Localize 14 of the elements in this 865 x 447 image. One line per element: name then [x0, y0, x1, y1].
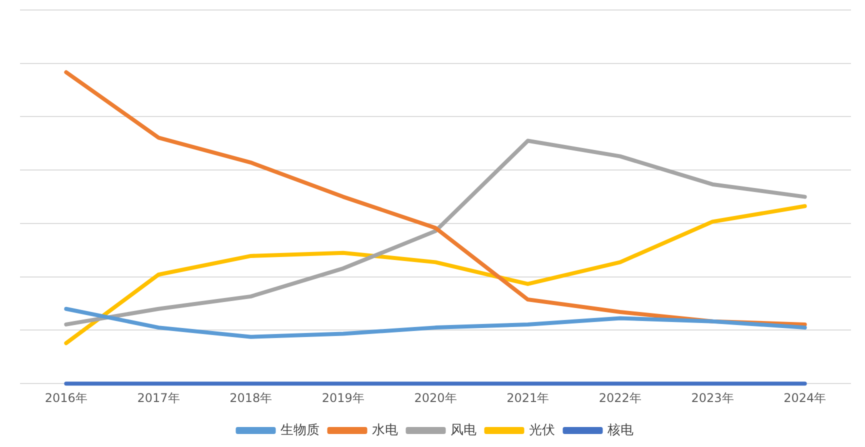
legend-label: 水电 [372, 422, 398, 438]
x-tick-label: 2020年 [414, 390, 457, 405]
legend-label: 生物质 [280, 422, 320, 438]
x-tick-label: 2021年 [506, 390, 550, 405]
x-tick-label: 2017年 [137, 390, 180, 405]
legend-label: 光伏 [528, 422, 555, 438]
legend-label: 风电 [450, 422, 476, 438]
x-tick-label: 2022年 [598, 390, 642, 405]
x-tick-label: 2019年 [322, 390, 364, 405]
legend-label: 核电 [606, 422, 634, 438]
x-tick-label: 2024年 [784, 390, 826, 405]
x-tick-label: 2023年 [691, 390, 734, 405]
x-tick-label: 2018年 [230, 390, 272, 405]
x-tick-label: 2016年 [44, 390, 88, 405]
